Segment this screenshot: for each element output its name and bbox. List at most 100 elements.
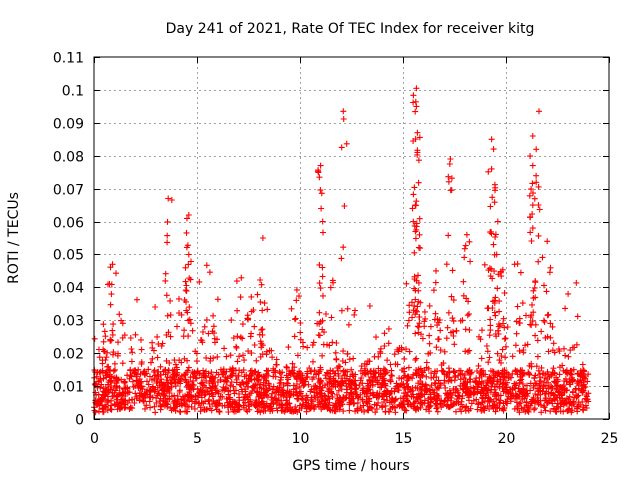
- data-point: [258, 373, 265, 380]
- data-point: [253, 357, 260, 364]
- data-point: [242, 399, 248, 406]
- data-point: [557, 403, 564, 410]
- data-point: [419, 335, 426, 342]
- data-point: [334, 395, 341, 402]
- data-point: [247, 390, 254, 397]
- data-point: [327, 284, 334, 291]
- data-point: [257, 338, 264, 345]
- data-point: [419, 390, 426, 397]
- data-point: [504, 324, 511, 330]
- data-point: [313, 385, 320, 391]
- data-point: [406, 302, 413, 309]
- data-point: [412, 108, 419, 115]
- data-point: [162, 270, 169, 277]
- data-point: [527, 153, 534, 160]
- data-point: [371, 401, 378, 408]
- data-point: [134, 296, 140, 303]
- data-point: [332, 377, 339, 384]
- data-point: [191, 369, 198, 376]
- plot-frame: [93, 56, 610, 420]
- data-point: [514, 403, 521, 410]
- data-point: [132, 331, 139, 338]
- data-point: [449, 315, 456, 322]
- data-point: [446, 387, 453, 394]
- data-point: [491, 181, 498, 188]
- data-point: [328, 314, 335, 321]
- data-point: [196, 390, 203, 397]
- data-point: [277, 376, 284, 383]
- data-point: [462, 242, 469, 249]
- data-point: [108, 281, 115, 288]
- data-point: [422, 387, 429, 394]
- data-point: [210, 312, 217, 319]
- data-point: [418, 400, 425, 407]
- data-point: [340, 408, 347, 415]
- data-point: [239, 321, 246, 328]
- data-point: [547, 320, 554, 327]
- data-point: [214, 353, 221, 360]
- data-point: [138, 360, 145, 367]
- data-point: [309, 376, 316, 383]
- data-point: [114, 399, 121, 406]
- data-point: [554, 394, 561, 401]
- data-point: [381, 398, 387, 405]
- data-point: [314, 320, 321, 327]
- data-point: [149, 355, 156, 362]
- data-point: [207, 358, 214, 364]
- data-point: [304, 370, 311, 377]
- data-point: [534, 353, 541, 360]
- data-point: [202, 373, 209, 380]
- data-point: [517, 400, 524, 406]
- data-point: [280, 407, 286, 414]
- data-point: [485, 394, 492, 401]
- data-point: [129, 349, 136, 356]
- data-point: [223, 395, 230, 402]
- data-point: [107, 264, 114, 271]
- data-point: [487, 203, 494, 210]
- data-point: [365, 358, 371, 365]
- data-point: [413, 223, 420, 230]
- data-point: [188, 384, 194, 391]
- data-point: [498, 359, 504, 366]
- data-point: [142, 405, 148, 412]
- data-point: [340, 348, 347, 355]
- data-point: [568, 409, 575, 416]
- data-point: [258, 281, 265, 288]
- data-point: [414, 303, 421, 310]
- data-point: [535, 367, 542, 374]
- data-point: [243, 380, 250, 387]
- data-point: [485, 168, 492, 175]
- data-point: [249, 383, 256, 390]
- data-point: [107, 336, 114, 343]
- data-point: [340, 368, 347, 375]
- data-point: [230, 335, 237, 341]
- data-point: [461, 404, 468, 411]
- data-point: [443, 261, 450, 268]
- data-point: [259, 331, 266, 338]
- data-point: [451, 341, 458, 348]
- data-point: [247, 398, 253, 405]
- data-point: [451, 377, 458, 384]
- data-point: [531, 399, 538, 406]
- data-point: [263, 378, 270, 384]
- data-point: [292, 315, 299, 322]
- data-point: [206, 380, 213, 386]
- data-point: [225, 391, 232, 398]
- data-point: [194, 385, 201, 392]
- data-point: [112, 366, 118, 373]
- data-point: [167, 312, 174, 318]
- data-point: [204, 388, 211, 395]
- data-point: [491, 268, 498, 275]
- data-point: [321, 329, 327, 336]
- data-point: [183, 282, 190, 289]
- data-point: [176, 387, 183, 394]
- data-point: [320, 292, 326, 299]
- data-point: [144, 387, 151, 394]
- data-point: [494, 350, 501, 357]
- data-point: [474, 383, 481, 390]
- data-point: [257, 353, 264, 360]
- data-point: [183, 229, 190, 236]
- data-point: [238, 274, 245, 281]
- data-point: [553, 385, 560, 392]
- data-point: [234, 307, 241, 314]
